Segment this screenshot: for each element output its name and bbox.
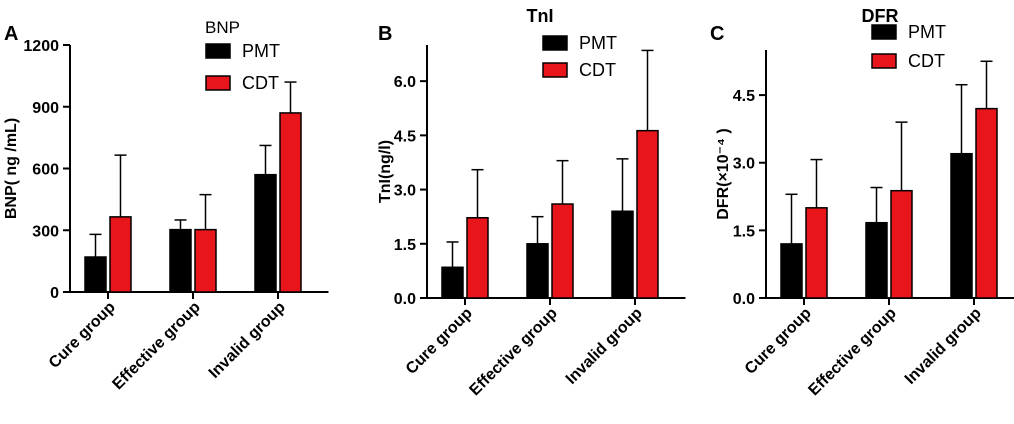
y-tick-label: 1200 xyxy=(23,38,59,55)
legend-label-cdt: CDT xyxy=(908,51,945,71)
bar-cdt xyxy=(551,203,574,299)
y-axis-label: BNP( ng /mL) xyxy=(3,118,20,219)
legend-label-cdt: CDT xyxy=(242,73,279,93)
bar-pmt xyxy=(441,266,464,299)
bar-pmt xyxy=(611,210,634,299)
bar-cdt xyxy=(109,216,132,293)
category-label: Invalid group xyxy=(563,305,646,388)
y-tick-label: 300 xyxy=(32,223,59,240)
chart-title: DFR xyxy=(862,6,899,26)
legend-label-pmt: PMT xyxy=(579,33,617,53)
category-label: Invalid group xyxy=(206,299,289,382)
legend-swatch-cdt xyxy=(205,75,231,91)
y-tick-label: 4.5 xyxy=(733,88,755,105)
bar-cdt xyxy=(194,228,217,293)
y-tick-label: 600 xyxy=(32,162,59,179)
legend-swatch-pmt xyxy=(871,24,897,40)
panel-b: B TnI 0.0 1.5 3.0 4.5 6.0 TnI(ng/l) Cure groupEf… xyxy=(377,6,686,399)
bar-pmt xyxy=(254,173,277,293)
legend-swatch-pmt xyxy=(205,43,231,59)
category-label: Effective group xyxy=(109,299,204,394)
category-label: Invalid group xyxy=(902,305,985,388)
y-tick-label: 1.5 xyxy=(394,237,416,254)
bar-cdt xyxy=(975,107,998,299)
y-axis-label: DFR(×10⁻⁴ ) xyxy=(715,128,732,219)
panel-letter: B xyxy=(378,23,392,45)
y-tick-label: 3.0 xyxy=(394,183,416,200)
panel-letter: A xyxy=(4,23,18,45)
legend-label-pmt: PMT xyxy=(908,22,946,42)
y-tick-label: 1.5 xyxy=(733,223,755,240)
y-tick-label: 900 xyxy=(32,100,59,117)
category-label: Cure group xyxy=(742,305,815,378)
bar-pmt xyxy=(526,243,549,299)
legend-label-cdt: CDT xyxy=(579,60,616,80)
legend-swatch-cdt xyxy=(871,53,897,69)
legend-label-pmt: PMT xyxy=(242,41,280,61)
y-tick-label: 0 xyxy=(50,285,59,302)
category-label: Effective group xyxy=(466,305,561,400)
panel-letter: C xyxy=(710,23,724,45)
legend-title: BNP xyxy=(205,18,240,37)
category-label: Cure group xyxy=(403,305,476,378)
bar-pmt xyxy=(780,243,803,299)
legend-swatch-pmt xyxy=(542,35,568,51)
panel-c: C DFR 0.0 1.5 3.0 4.5 DFR(×10⁻⁴ ) Cure groupEff… xyxy=(710,6,1014,399)
category-label: Cure group xyxy=(46,299,119,372)
category-label: Effective group xyxy=(805,305,900,400)
y-tick-label: 3.0 xyxy=(733,156,755,173)
bar-pmt xyxy=(169,228,192,293)
bar-cdt xyxy=(279,112,302,293)
chart-title: TnI xyxy=(527,6,554,26)
y-tick-label: 0.0 xyxy=(733,291,755,308)
bar-cdt xyxy=(466,217,489,299)
y-tick-label: 0.0 xyxy=(394,291,416,308)
bar-cdt xyxy=(890,189,913,299)
legend-swatch-cdt xyxy=(542,62,568,78)
y-axis-label: TnI(ng/l) xyxy=(377,140,394,203)
bar-cdt xyxy=(805,207,828,299)
y-tick-label: 4.5 xyxy=(394,128,416,145)
bar-cdt xyxy=(636,129,659,299)
bar-pmt xyxy=(950,152,973,299)
bar-pmt xyxy=(84,256,107,293)
panel-a: A 0 300 600 900 1200 BNP( ng /mL) Cure groupEff… xyxy=(3,18,329,393)
bar-pmt xyxy=(865,221,888,299)
y-tick-label: 6.0 xyxy=(394,74,416,91)
